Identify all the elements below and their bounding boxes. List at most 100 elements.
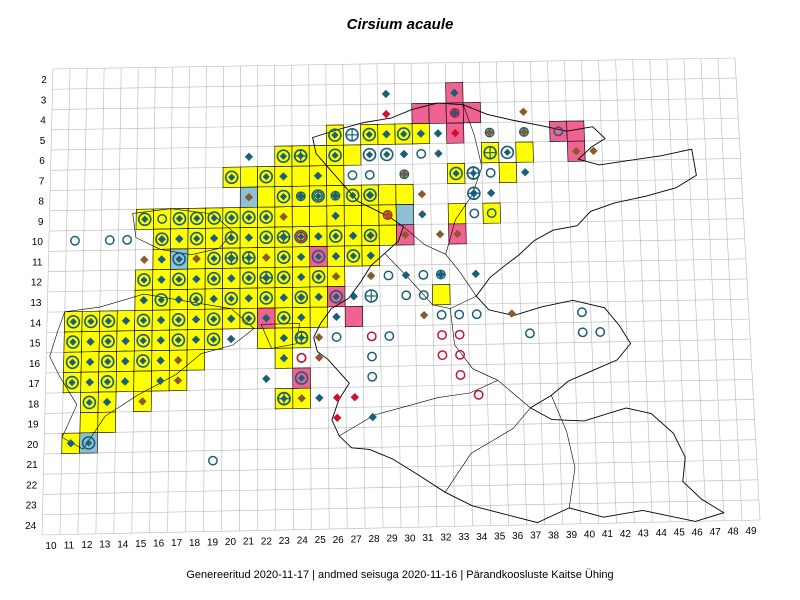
grid-line bbox=[598, 60, 617, 524]
yellow-cell bbox=[79, 412, 99, 434]
brown-diamond-symbol bbox=[419, 310, 429, 320]
county-border bbox=[551, 395, 576, 508]
grid-line bbox=[632, 59, 653, 523]
circle-diamond-symbol bbox=[262, 233, 270, 241]
row-label: 13 bbox=[30, 298, 42, 309]
blue-circle-symbol bbox=[384, 331, 395, 341]
row-label: 7 bbox=[39, 176, 45, 187]
circle-diamond-symbol bbox=[294, 229, 308, 244]
column-label: 25 bbox=[315, 535, 327, 546]
grid-line bbox=[59, 68, 71, 535]
row-label: 6 bbox=[39, 156, 45, 167]
column-label: 17 bbox=[171, 538, 183, 549]
blue-diamond-symbol bbox=[102, 397, 112, 407]
red-circle-symbol bbox=[296, 352, 307, 363]
row-label: 18 bbox=[28, 399, 40, 410]
circle-diamond-symbol bbox=[349, 252, 357, 260]
blue-circle-symbol bbox=[577, 307, 587, 318]
row-label: 2 bbox=[41, 75, 47, 86]
occurrence-symbols bbox=[65, 88, 606, 466]
brown-diamond-symbol bbox=[383, 210, 392, 220]
blue-diamond-symbol bbox=[450, 108, 459, 118]
circle-diamond-symbol bbox=[206, 332, 221, 347]
grid-line bbox=[113, 67, 122, 534]
column-labels: 10 11 12 13 14 15 16 17 18 19 20 21 22 23 24 25 26 27 28 29… bbox=[45, 526, 757, 552]
column-label: 33 bbox=[458, 532, 470, 543]
blue-diamond-symbol bbox=[156, 356, 165, 365]
grid-line bbox=[43, 459, 757, 475]
circle-diamond-symbol bbox=[100, 375, 115, 389]
red-diamond-symbol bbox=[381, 109, 391, 119]
brown-diamond-symbol bbox=[244, 193, 254, 202]
row-label: 20 bbox=[27, 440, 39, 451]
blue-diamond-symbol bbox=[66, 439, 76, 448]
country-border bbox=[312, 102, 725, 524]
circle-diamond-symbol bbox=[155, 232, 169, 246]
brown-diamond-symbol bbox=[314, 333, 324, 342]
circle-diamond-symbol bbox=[280, 273, 288, 282]
red-diamond-symbol bbox=[451, 128, 460, 138]
column-label: 16 bbox=[153, 539, 165, 550]
yellow-cell bbox=[378, 224, 398, 246]
column-label: 11 bbox=[64, 540, 75, 551]
circle-diamond-symbol bbox=[298, 374, 306, 382]
brown-diamond-symbol bbox=[485, 128, 494, 137]
blue-cell bbox=[395, 204, 415, 226]
blue-diamond-symbol bbox=[174, 295, 183, 304]
brown-diamond-symbol bbox=[400, 170, 409, 179]
circle-diamond-symbol bbox=[279, 193, 288, 201]
blue-diamond-symbol bbox=[262, 313, 271, 323]
yellow-cell bbox=[378, 184, 397, 206]
column-label: 40 bbox=[584, 530, 596, 541]
circle-diamond-symbol bbox=[279, 152, 287, 160]
circle-diamond-symbol bbox=[276, 311, 291, 325]
brown-diamond-symbol bbox=[297, 394, 306, 403]
red-circle-symbol bbox=[296, 231, 306, 242]
blue-diamond-symbol bbox=[486, 188, 496, 198]
red-circle-symbol bbox=[455, 349, 466, 360]
column-label: 29 bbox=[386, 534, 398, 545]
circle-diamond-symbol bbox=[227, 294, 235, 303]
circle-diamond-symbol bbox=[396, 127, 411, 141]
yellow-cell bbox=[153, 208, 172, 230]
yellow-cell bbox=[291, 165, 310, 187]
column-label: 41 bbox=[602, 529, 614, 540]
circle-diamond-symbol bbox=[311, 249, 326, 264]
brown-diamond-symbol bbox=[262, 253, 271, 262]
row-label: 14 bbox=[30, 318, 42, 329]
blue-circle-symbol bbox=[471, 309, 482, 320]
red-diamond-symbol bbox=[332, 393, 342, 402]
circle-diamond-symbol bbox=[503, 148, 511, 156]
brown-diamond-symbol bbox=[519, 127, 529, 137]
circle-diamond-symbol bbox=[328, 229, 343, 243]
circle-diamond-symbol bbox=[141, 215, 149, 223]
yellow-cell bbox=[343, 204, 363, 227]
map-title: Cirsium acaule bbox=[346, 16, 454, 33]
circle-diamond-symbol bbox=[241, 311, 256, 326]
circle-diamond-symbol bbox=[81, 436, 96, 450]
circle-diamond-symbol bbox=[276, 149, 291, 163]
row-label: 8 bbox=[38, 197, 44, 208]
yellow-cell bbox=[240, 166, 258, 188]
row-label: 12 bbox=[31, 278, 43, 289]
circle-diamond-symbol bbox=[449, 166, 463, 181]
column-label: 15 bbox=[135, 539, 147, 550]
blue-circle-symbol bbox=[524, 328, 535, 339]
circle-diamond-symbol bbox=[100, 354, 115, 369]
blue-diamond-symbol bbox=[279, 172, 288, 181]
circle-diamond-symbol bbox=[175, 255, 183, 263]
circle-diamond-symbol bbox=[400, 130, 408, 138]
blue-diamond-symbol bbox=[209, 234, 219, 243]
circle-diamond-symbol bbox=[175, 215, 184, 223]
yellow-cell bbox=[482, 202, 501, 224]
blue-diamond-symbol bbox=[296, 252, 306, 262]
blue-circle-symbol bbox=[331, 332, 342, 342]
brown-diamond-symbol bbox=[519, 107, 528, 116]
column-label: 34 bbox=[476, 532, 488, 543]
blue-diamond-symbol bbox=[209, 294, 218, 304]
circle-diamond-symbol bbox=[224, 231, 239, 245]
brown-diamond-symbol bbox=[572, 146, 581, 156]
circle-diamond-symbol bbox=[171, 312, 186, 327]
circle-diamond-symbol bbox=[452, 169, 460, 178]
column-label: 46 bbox=[692, 527, 704, 538]
